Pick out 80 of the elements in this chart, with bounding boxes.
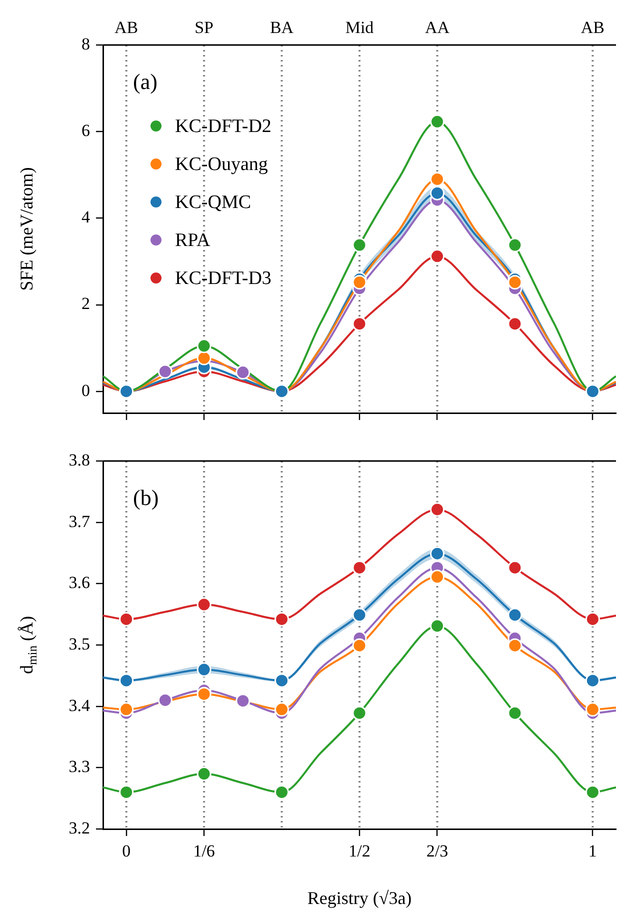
point	[430, 618, 444, 634]
legend-label: KC-DFT-D2	[175, 116, 272, 137]
point	[585, 702, 600, 717]
ref-line-label: BA	[270, 18, 294, 37]
legend-label: KC-Ouyang	[175, 154, 268, 175]
point	[352, 238, 367, 252]
point	[430, 114, 444, 129]
point	[585, 784, 600, 800]
y-axis-title: dmin (Å)	[16, 616, 40, 674]
ref-line-label: AB	[114, 18, 138, 37]
point	[196, 350, 212, 366]
ref-line-label: Mid	[345, 18, 374, 37]
point	[352, 638, 367, 653]
point	[430, 172, 444, 186]
point	[274, 384, 290, 399]
point	[430, 502, 444, 517]
point	[508, 706, 522, 720]
point	[508, 638, 522, 653]
point	[158, 364, 172, 379]
point	[274, 673, 290, 688]
point	[196, 662, 212, 677]
point	[158, 692, 172, 708]
point	[352, 560, 367, 575]
point	[430, 186, 444, 200]
point	[196, 766, 212, 782]
y-tick-label: 8	[82, 34, 90, 54]
y-tick-label: 3.6	[68, 573, 90, 592]
point	[585, 384, 600, 399]
y-tick-label: 3.2	[68, 818, 90, 838]
point	[352, 706, 367, 720]
point	[274, 702, 290, 717]
point	[119, 384, 134, 399]
y-tick-label: 4	[82, 208, 90, 227]
point	[352, 316, 367, 332]
point	[352, 608, 367, 622]
legend-label: KC-DFT-D3	[175, 268, 272, 289]
point	[508, 275, 522, 290]
y-tick-label: 6	[82, 121, 90, 140]
y-tick-label: 2	[82, 294, 90, 314]
ref-line-label: AB	[580, 18, 604, 37]
point	[119, 673, 134, 688]
point	[430, 570, 444, 584]
point	[508, 316, 522, 332]
x-tick-label: 0	[122, 842, 131, 861]
legend-label: RPA	[175, 230, 210, 251]
y-tick-label: 3.3	[68, 757, 90, 776]
point	[274, 784, 290, 800]
legend-label: KC-QMC	[175, 192, 252, 213]
annotation: (a)	[133, 68, 158, 94]
x-tick-label: 2/3	[426, 842, 448, 861]
ref-line-label: AA	[424, 18, 450, 37]
ref-line-label: SP	[194, 18, 214, 37]
y-tick-label: 3.8	[68, 450, 90, 470]
x-tick-label: 1/6	[193, 842, 215, 861]
y-tick-label: 3.4	[68, 696, 90, 715]
x-axis-title: Registry (√3a)	[307, 888, 412, 908]
point	[119, 612, 134, 626]
y-tick-label: 0	[82, 380, 90, 400]
point	[119, 784, 134, 800]
point	[236, 365, 250, 380]
y-tick-label: 3.5	[68, 634, 90, 654]
x-tick-label: 1	[588, 842, 597, 861]
annotation: (b)	[133, 484, 159, 510]
point	[430, 546, 444, 561]
point	[274, 612, 290, 626]
y-axis-title: SFE (meV/atom)	[16, 167, 37, 291]
point	[196, 597, 212, 612]
point	[585, 612, 600, 626]
point	[196, 686, 212, 702]
point	[585, 673, 600, 688]
point	[508, 238, 522, 252]
point	[196, 338, 212, 354]
point	[508, 608, 522, 622]
point	[430, 249, 444, 264]
y-tick-label: 3.7	[68, 512, 90, 531]
point	[508, 560, 522, 575]
point	[352, 275, 367, 290]
point	[236, 694, 250, 708]
point	[119, 702, 134, 717]
x-tick-label: 1/2	[348, 842, 370, 861]
